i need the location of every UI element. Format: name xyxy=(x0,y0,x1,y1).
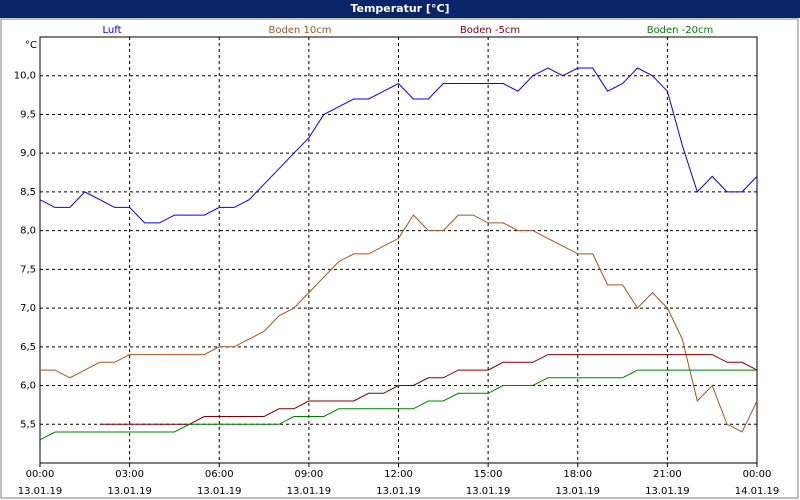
y-tick-label: 7,5 xyxy=(20,264,36,275)
series-line xyxy=(99,354,758,425)
x-tick-label: 18:00 13.01.19 xyxy=(555,469,601,497)
y-tick-label: 6,0 xyxy=(20,381,36,392)
y-tick-label: 9,5 xyxy=(20,109,36,120)
x-tick-label: 09:00 13.01.19 xyxy=(286,469,332,497)
y-unit: °C xyxy=(25,40,37,51)
legend-entry: Boden -5cm xyxy=(460,25,520,36)
legend-entry: Boden 10cm xyxy=(269,25,332,36)
x-tick-label: 00:00 14.01.19 xyxy=(734,469,780,497)
frame xyxy=(0,18,799,499)
x-tick-label: 12:00 13.01.19 xyxy=(376,469,421,497)
plot-area xyxy=(39,36,758,464)
y-tick-label: 7,0 xyxy=(20,303,36,314)
y-tick-label: 6,5 xyxy=(20,342,36,353)
x-tick-label: 00:00 13.01.19 xyxy=(17,469,63,497)
y-tick-label: 9,0 xyxy=(20,148,36,159)
series-line xyxy=(39,369,757,441)
y-tick-label: 5,5 xyxy=(20,419,36,430)
legend-entry: Boden -20cm xyxy=(647,25,714,36)
x-tick-label: 21:00 13.01.19 xyxy=(645,469,690,497)
series-line xyxy=(40,214,758,433)
x-tick-label: 15:00 13.01.19 xyxy=(465,469,511,497)
x-tick-label: 03:00 13.01.19 xyxy=(107,469,152,497)
x-tick-label: 06:00 13.01.19 xyxy=(196,469,242,497)
y-tick-label: 10,0 xyxy=(14,71,36,82)
series-line xyxy=(39,67,758,224)
y-tick-label: 8,0 xyxy=(20,226,36,237)
chart-title: Temperatur [°C] xyxy=(0,0,800,18)
y-tick-label: 8,5 xyxy=(20,187,36,198)
legend-entry: Luft xyxy=(103,25,122,36)
